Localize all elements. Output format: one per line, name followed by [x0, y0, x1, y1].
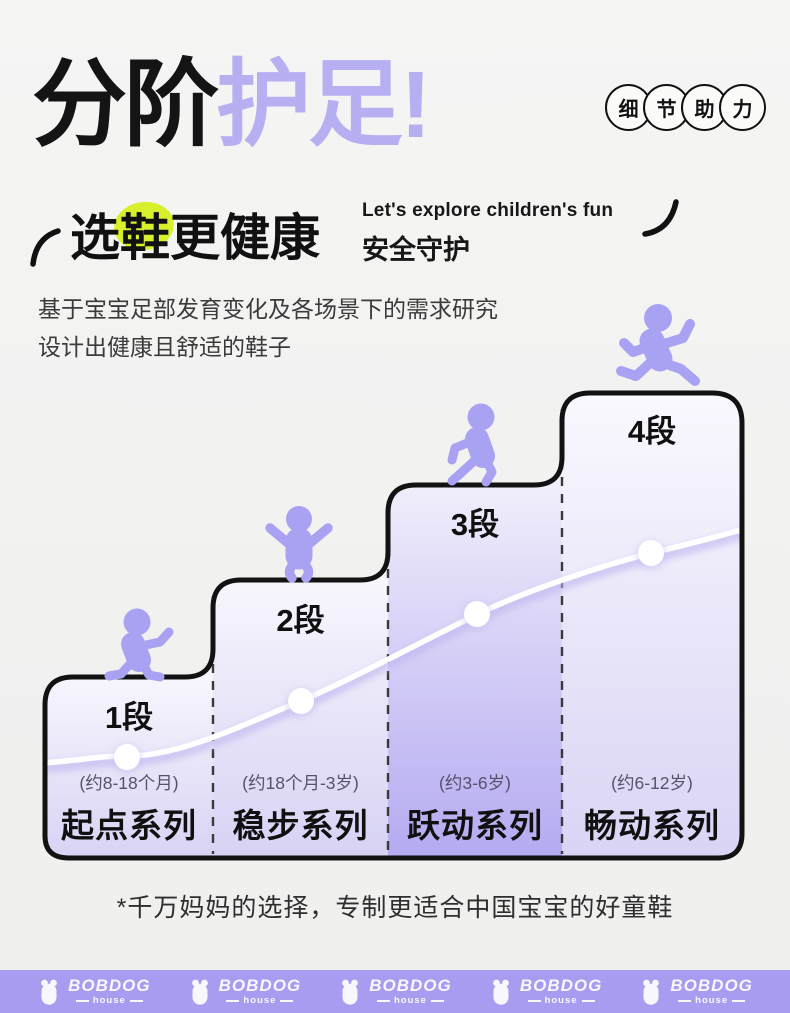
subtitle-post: 更健康	[170, 210, 320, 266]
brand-name: BOBDOG	[369, 976, 452, 996]
page-title: 分阶护足!	[32, 55, 432, 156]
stage-label: 2段	[276, 603, 325, 638]
stair-column-2: 2段 (约18个月-3岁) 稳步系列	[213, 0, 388, 1013]
subtitle-pre: 选	[70, 210, 120, 266]
bobdog-logo: BOBDOG house	[639, 977, 753, 1007]
age-range: (约8-18个月)	[79, 773, 179, 793]
subtitle: 选鞋更健康	[70, 198, 320, 270]
dog-icon	[191, 979, 208, 1005]
dog-icon	[643, 979, 660, 1005]
series-name: 起点系列	[61, 807, 197, 844]
brand-sub: house	[393, 995, 427, 1007]
detail-badge: 细 节 助 力	[605, 84, 766, 131]
stage-label: 1段	[104, 700, 154, 735]
footnote: *千万妈妈的选择，专制更适合中国宝宝的好童鞋	[116, 894, 674, 922]
brand-sub: house	[243, 995, 277, 1007]
age-range: (约3-6岁)	[439, 773, 511, 793]
intro-line-2: 设计出健康且舒适的鞋子	[38, 334, 291, 360]
age-range: (约6-12岁)	[611, 773, 693, 793]
intro-line-1: 基于宝宝足部发育变化及各场景下的需求研究	[38, 296, 498, 322]
subtitle-highlight: 鞋	[120, 198, 170, 270]
age-range: (约18个月-3岁)	[242, 773, 359, 793]
tagline: Let's explore children's fun 安全守护	[362, 200, 613, 267]
dog-icon	[342, 979, 359, 1005]
dog-icon	[41, 979, 57, 1005]
series-name: 稳步系列	[232, 807, 369, 844]
brand-name: BOBDOG	[519, 976, 603, 996]
brand-sub: house	[544, 995, 578, 1007]
dog-icon	[492, 979, 509, 1005]
stage-label: 4段	[627, 414, 677, 449]
intro-paragraph: 基于宝宝足部发育变化及各场景下的需求研究 设计出健康且舒适的鞋子	[38, 290, 498, 366]
series-name: 跃动系列	[407, 807, 543, 844]
title-purple: 护足!	[216, 52, 432, 158]
brand-name: BOBDOG	[218, 976, 302, 996]
stage-label: 3段	[450, 507, 500, 542]
series-name: 畅动系列	[584, 807, 720, 844]
brand-sub: house	[92, 995, 126, 1007]
brand-name: BOBDOG	[670, 976, 753, 996]
bobdog-logo: BOBDOG house	[188, 977, 302, 1007]
brand-sub: house	[695, 995, 729, 1007]
stair-column-1: 1段 (约8-18个月) 起点系列	[45, 0, 213, 1013]
stair-column-3: 3段 (约3-6岁) 跃动系列	[388, 0, 562, 1013]
title-black: 分阶	[32, 52, 219, 158]
bobdog-logo: BOBDOG house	[338, 977, 452, 1007]
brand-name: BOBDOG	[68, 976, 151, 996]
badge-char: 节	[643, 84, 690, 131]
bobdog-logo: BOBDOG house	[37, 977, 151, 1007]
bobdog-logo: BOBDOG house	[489, 977, 603, 1007]
tagline-chinese: 安全守护	[362, 235, 470, 265]
tagline-english: Let's explore children's fun	[362, 200, 614, 221]
brand-strip: BOBDOG house BOBDOG house BOBDOG house BOBD…	[0, 970, 790, 1013]
stair-column-4: 4段 (约6-12岁) 畅动系列	[562, 0, 742, 1013]
badge-char: 力	[719, 84, 766, 131]
